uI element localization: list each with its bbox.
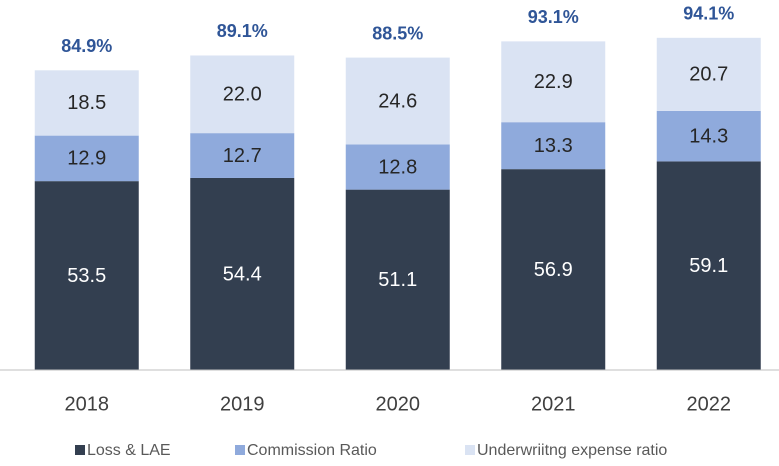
total-label: 94.1% <box>683 4 734 24</box>
value-label: 54.4 <box>223 263 262 285</box>
total-label: 89.1% <box>217 21 268 41</box>
legend-label: Loss & LAE <box>87 442 171 459</box>
x-tick-label: 2020 <box>376 393 421 415</box>
legend-swatch <box>465 445 475 455</box>
value-label: 22.0 <box>223 84 262 106</box>
x-tick-label: 2019 <box>220 393 265 415</box>
value-label: 53.5 <box>67 265 106 287</box>
total-label: 88.5% <box>372 23 423 43</box>
bar-segment <box>501 122 606 170</box>
x-tick-label: 2021 <box>531 393 576 415</box>
legend-label: Underwriitng expense ratio <box>477 442 667 459</box>
legend-swatch <box>75 445 85 455</box>
bar-segment <box>656 110 761 162</box>
legend-swatch <box>235 445 245 455</box>
value-label: 12.8 <box>378 156 417 178</box>
bar-segment <box>34 181 139 370</box>
bar-segment <box>34 70 139 136</box>
total-label: 84.9% <box>61 36 112 56</box>
value-label: 22.9 <box>534 71 573 93</box>
bar-segment <box>190 55 295 134</box>
bar-segment <box>501 169 606 370</box>
bar-segment <box>656 37 761 111</box>
bar-segment <box>345 144 450 190</box>
bar-segment <box>345 189 450 370</box>
value-label: 59.1 <box>689 255 728 277</box>
x-tick-label: 2022 <box>687 393 732 415</box>
bar-segment <box>656 161 761 370</box>
bar-segment <box>190 133 295 178</box>
value-label: 24.6 <box>378 90 417 112</box>
legend-label: Commission Ratio <box>247 442 377 459</box>
bar-segment <box>34 135 139 182</box>
bar-segment <box>501 41 606 123</box>
value-label: 14.3 <box>689 125 728 147</box>
bar-segment <box>190 177 295 370</box>
value-label: 51.1 <box>378 269 417 291</box>
x-tick-label: 2018 <box>65 393 110 415</box>
value-label: 13.3 <box>534 135 573 157</box>
value-label: 18.5 <box>67 92 106 114</box>
value-label: 20.7 <box>689 64 728 86</box>
bar-segment <box>345 57 450 145</box>
value-label: 56.9 <box>534 259 573 281</box>
total-label: 93.1% <box>528 7 579 27</box>
value-label: 12.7 <box>223 145 262 167</box>
value-label: 12.9 <box>67 148 106 170</box>
